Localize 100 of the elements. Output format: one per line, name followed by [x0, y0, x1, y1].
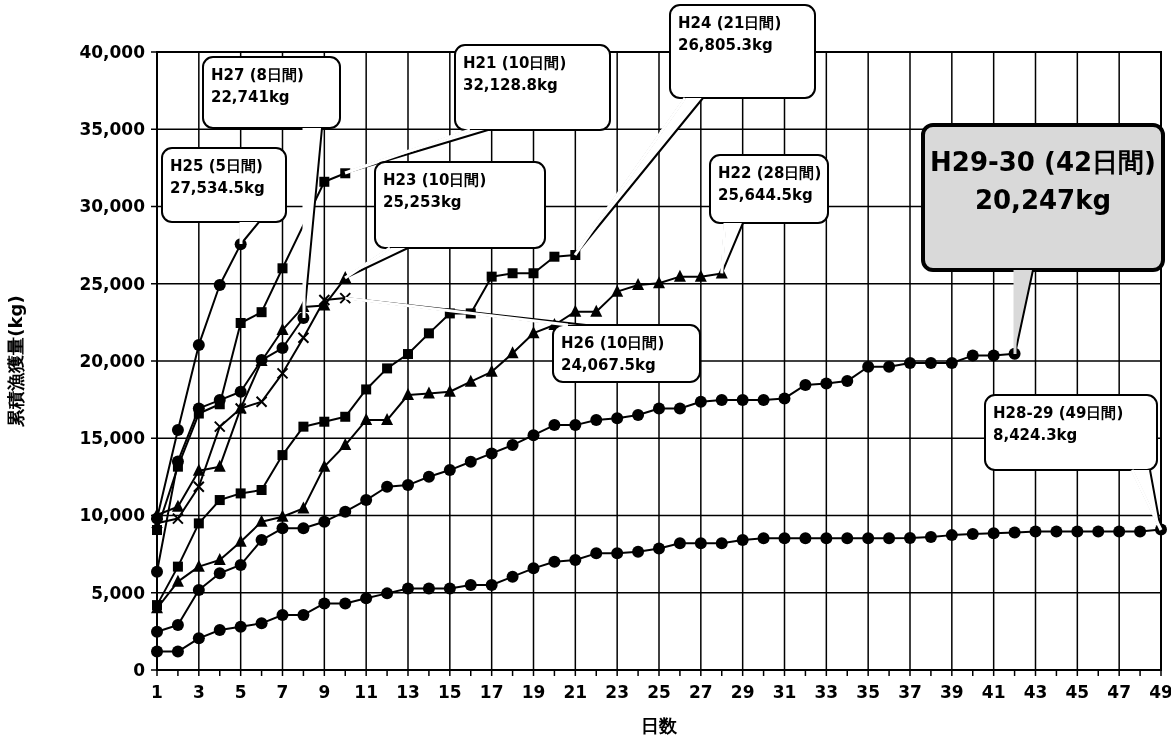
point	[611, 412, 624, 425]
x-tick-label: 29	[730, 682, 755, 702]
point	[276, 609, 289, 621]
point	[653, 542, 665, 555]
point	[485, 579, 498, 592]
x-tick-label: 21	[563, 682, 588, 702]
point	[255, 617, 268, 630]
point	[171, 619, 184, 632]
point	[1008, 526, 1021, 539]
point	[318, 459, 331, 472]
point	[214, 495, 225, 506]
point	[757, 394, 770, 407]
point	[966, 528, 979, 541]
point	[213, 420, 226, 433]
point	[527, 562, 540, 575]
point	[945, 529, 958, 542]
y-tick-label: 10,000	[79, 505, 146, 526]
point	[841, 532, 854, 545]
point	[507, 268, 518, 279]
point	[443, 384, 456, 397]
point	[862, 360, 875, 373]
point	[715, 394, 728, 407]
point	[213, 567, 226, 580]
point	[318, 293, 331, 306]
point	[883, 532, 896, 545]
point	[569, 554, 582, 566]
point	[1050, 525, 1063, 538]
point	[590, 414, 603, 427]
point	[297, 609, 310, 621]
point	[736, 534, 749, 547]
point	[172, 561, 183, 572]
point	[256, 307, 267, 318]
point	[234, 385, 247, 398]
point	[924, 530, 937, 543]
annotation: H27 (8日間) 22,741kg	[211, 66, 304, 106]
x-tick-label: 41	[981, 682, 1006, 702]
point	[151, 645, 163, 658]
point	[611, 284, 624, 297]
x-tick-label: 45	[1065, 682, 1090, 702]
x-tick-label: 11	[354, 682, 378, 702]
point	[151, 565, 163, 578]
point	[527, 326, 540, 339]
y-tick-label: 0	[133, 659, 146, 680]
point	[443, 582, 456, 595]
point	[193, 518, 204, 529]
y-tick-label: 15,000	[79, 428, 146, 449]
point	[966, 349, 979, 362]
y-tick-label: 20,000	[79, 350, 146, 371]
point	[1071, 525, 1084, 538]
x-tick-label: 49	[1149, 682, 1171, 702]
point	[381, 480, 394, 493]
y-tick-label: 5,000	[91, 582, 146, 603]
point	[402, 387, 414, 400]
point	[339, 292, 352, 305]
x-tick-label: 3	[192, 682, 205, 702]
point	[799, 378, 812, 391]
point	[360, 494, 373, 507]
point	[192, 480, 205, 493]
point	[464, 579, 477, 592]
point	[340, 411, 351, 422]
point	[506, 439, 519, 452]
point	[318, 597, 331, 610]
point	[381, 587, 394, 600]
point	[987, 527, 1000, 540]
point	[213, 278, 226, 291]
x-tick-label: 17	[479, 682, 504, 702]
point	[799, 532, 812, 545]
point	[590, 304, 603, 317]
point	[653, 402, 665, 415]
point	[632, 545, 645, 558]
x-tick-label: 9	[318, 682, 331, 702]
point	[277, 450, 288, 461]
point	[715, 537, 728, 550]
point	[403, 349, 413, 360]
point	[632, 409, 645, 422]
point	[673, 537, 686, 550]
x-tick-label: 33	[814, 682, 839, 702]
point	[987, 349, 1000, 362]
point	[171, 645, 184, 658]
point	[192, 632, 205, 645]
point	[298, 421, 309, 432]
point	[820, 532, 833, 545]
point	[297, 501, 310, 514]
point	[422, 386, 435, 399]
y-tick-label: 35,000	[79, 119, 146, 140]
point	[382, 363, 393, 374]
annotation: H22 (28日間) 25,644.5kg	[718, 164, 822, 204]
point	[694, 395, 707, 408]
point	[171, 424, 184, 437]
x-tick-label: 25	[647, 682, 671, 702]
x-tick-label: 31	[772, 682, 797, 702]
x-tick-label: 35	[856, 682, 880, 702]
annotation: H21 (10日間) 32,128.8kg	[463, 54, 567, 94]
point	[528, 268, 539, 279]
x-tick-label: 7	[276, 682, 289, 702]
point	[904, 531, 916, 544]
point	[548, 555, 561, 568]
point	[255, 395, 268, 408]
annotation: H25 (5日間) 27,534.5kg	[170, 157, 265, 197]
x-tick-label: 37	[898, 682, 922, 702]
